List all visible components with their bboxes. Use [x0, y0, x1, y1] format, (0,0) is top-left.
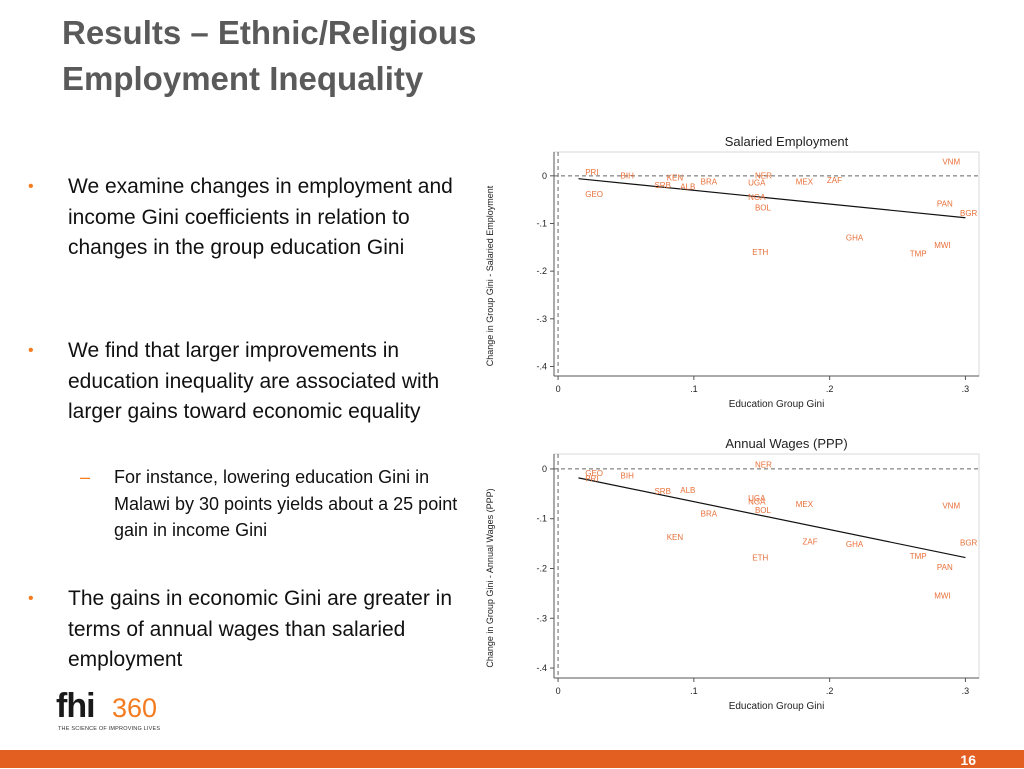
data-point-label: ETH [752, 248, 768, 257]
x-tick-label: .2 [826, 384, 834, 394]
data-point-label: PAN [937, 199, 953, 208]
data-point-label: GEO [585, 190, 603, 199]
data-point-label: BRA [701, 178, 718, 187]
bullet-text: We find that larger improvements in educ… [68, 339, 440, 423]
fitted-line [578, 477, 966, 559]
data-point-label: NER [755, 460, 772, 469]
bullet-marker: • [28, 178, 34, 195]
data-point-label: NER [755, 171, 772, 180]
plot-frame [553, 453, 980, 679]
footer-bar [0, 750, 1024, 768]
data-point-label: GHA [846, 540, 864, 549]
data-point-label: MWI [934, 241, 950, 250]
data-point-label: NGA [748, 193, 766, 202]
y-tick-label: -.1 [536, 218, 547, 228]
chart-title: Annual Wages (PPP) [725, 436, 847, 451]
salaried-employment-chart: 0 -.1 -.2 -.3 -.4 0 .1 .2 .3 PRI BIH KEN SRB ALB BRA GE… [480, 130, 990, 430]
data-point-label: GHA [846, 233, 864, 242]
data-point-label: SRB [654, 181, 670, 190]
data-point-label: KEN [667, 533, 684, 542]
y-tick-label: -.2 [536, 266, 547, 276]
data-point-label: MEX [796, 178, 814, 187]
bullet-marker: • [28, 342, 34, 359]
y-tick-label: -.1 [536, 514, 547, 524]
data-point-label: TMP [910, 250, 927, 259]
y-axis-label: Change in Group Gini - Salaried Employme… [485, 185, 495, 366]
x-tick-label: .1 [690, 384, 698, 394]
data-point-label: BGR [960, 539, 978, 548]
chart-title: Salaried Employment [725, 134, 849, 149]
annual-wages-chart: 0 -.1 -.2 -.3 -.4 0 .1 .2 .3 NER GEO PRI BIH SRB ALB UG… [480, 432, 990, 732]
y-tick-label: -.4 [536, 663, 547, 673]
y-axis-label: Change in Group Gini - Annual Wages (PPP… [485, 488, 495, 667]
logo-number: 360 [112, 693, 158, 723]
data-point-label: GEO [585, 469, 603, 478]
x-tick-label: .3 [962, 384, 970, 394]
data-point-label: UGA [748, 179, 766, 188]
data-point-label: MWI [934, 591, 950, 600]
x-axis-label: Education Group Gini [729, 399, 825, 410]
plot-frame [553, 151, 980, 377]
data-point-label: ETH [752, 554, 768, 563]
slide-title-line-2: Employment Inequality [62, 60, 424, 97]
data-point-label: PAN [937, 563, 953, 572]
data-point-label: PRI [585, 168, 598, 177]
data-point-label: SRB [654, 487, 670, 496]
data-point-label: BOL [755, 203, 772, 212]
y-tick-label: -.3 [536, 613, 547, 623]
data-point-label: ZAF [802, 538, 817, 547]
y-tick-label: 0 [542, 464, 547, 474]
logo-wordmark: fhi [56, 687, 96, 725]
data-point-label: VNM [942, 158, 960, 167]
page-number: 16 [960, 752, 976, 768]
fitted-line [578, 178, 966, 219]
data-point-label: ZAF [827, 176, 842, 185]
data-point-label: KEN [667, 173, 684, 182]
data-point-label: BIH [621, 471, 635, 480]
y-tick-label: -.4 [536, 361, 547, 371]
bullet-text: We examine changes in employment and inc… [68, 175, 453, 259]
x-tick-label: 0 [556, 686, 561, 696]
data-point-label: MEX [796, 500, 814, 509]
bullet-marker: • [28, 590, 34, 607]
x-axis-label: Education Group Gini [729, 701, 825, 712]
data-point-label: VNM [942, 501, 960, 510]
sub-bullet-marker: – [80, 467, 91, 487]
fhi360-logo: fhi 360 THE SCIENCE OF IMPROVING LIVES [56, 686, 186, 738]
data-point-label: ALB [680, 182, 695, 191]
data-point-label: TMP [910, 552, 927, 561]
data-point-label: BRA [701, 510, 718, 519]
data-point-label: BIH [621, 171, 635, 180]
x-tick-label: .2 [826, 686, 834, 696]
y-tick-label: -.2 [536, 563, 547, 573]
y-tick-label: -.3 [536, 314, 547, 324]
slide-title: Results – Ethnic/Religious Employment In… [62, 10, 622, 102]
data-point-label: NGA [748, 497, 766, 506]
x-tick-label: 0 [556, 384, 561, 394]
data-point-label: UGA [748, 494, 766, 503]
data-point-label: ALB [680, 486, 695, 495]
data-point-label: PRI [585, 474, 598, 483]
data-point-label: BOL [755, 506, 772, 515]
data-point-label: BGR [960, 209, 978, 218]
sub-bullet-text: For instance, lowering education Gini in… [114, 467, 458, 540]
slide-title-line-1: Results – Ethnic/Religious [62, 14, 477, 51]
x-tick-label: .1 [690, 686, 698, 696]
bullet-text: The gains in economic Gini are greater i… [68, 587, 453, 671]
y-tick-label: 0 [542, 171, 547, 181]
x-tick-label: .3 [962, 686, 970, 696]
logo-tagline: THE SCIENCE OF IMPROVING LIVES [58, 726, 161, 732]
